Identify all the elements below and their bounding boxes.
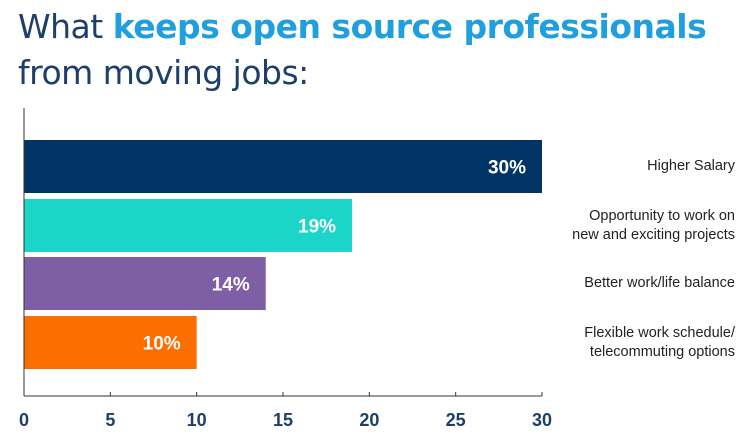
title-line-2: from moving jobs: (18, 53, 309, 92)
x-tick-label-0: 0 (19, 410, 29, 430)
bar-value-label-0: 30% (488, 158, 526, 179)
bar-value-label-3: 10% (143, 334, 181, 355)
category-label-line: Higher Salary (647, 158, 735, 174)
bar-0 (24, 140, 542, 193)
title-line-1: What keeps open source professionals (18, 4, 738, 50)
title-highlight: keeps open source professionals (112, 7, 707, 46)
bar-2 (24, 257, 266, 310)
bar-3 (24, 316, 197, 369)
x-tick-label-3: 15 (273, 410, 293, 430)
title-prefix: What (18, 7, 113, 46)
category-label-1: Opportunity to work on new and exciting p… (535, 207, 735, 245)
category-label-line: Flexible work schedule/ (584, 324, 735, 341)
x-tick-label-2: 10 (187, 410, 207, 430)
bar-1 (24, 199, 353, 252)
x-tick-label-5: 25 (446, 410, 466, 430)
x-tick-label-6: 30 (532, 410, 552, 430)
category-label-2: Better work/life balance (535, 274, 735, 293)
category-label-line: new and exciting projects (572, 226, 735, 243)
bar-value-label-2: 14% (212, 275, 250, 296)
category-label-line: telecommuting options (589, 343, 735, 360)
category-label-line: Opportunity to work on (589, 207, 735, 224)
category-label-line: Better work/life balance (584, 275, 735, 291)
x-tick-label-4: 20 (359, 410, 379, 430)
x-tick-label-1: 5 (105, 410, 115, 430)
category-label-0: Higher Salary (535, 157, 735, 176)
category-label-3: Flexible work schedule/telecommuting opt… (535, 324, 735, 362)
chart-title: What keeps open source professionals fro… (18, 4, 738, 96)
bar-value-label-1: 19% (298, 217, 336, 238)
